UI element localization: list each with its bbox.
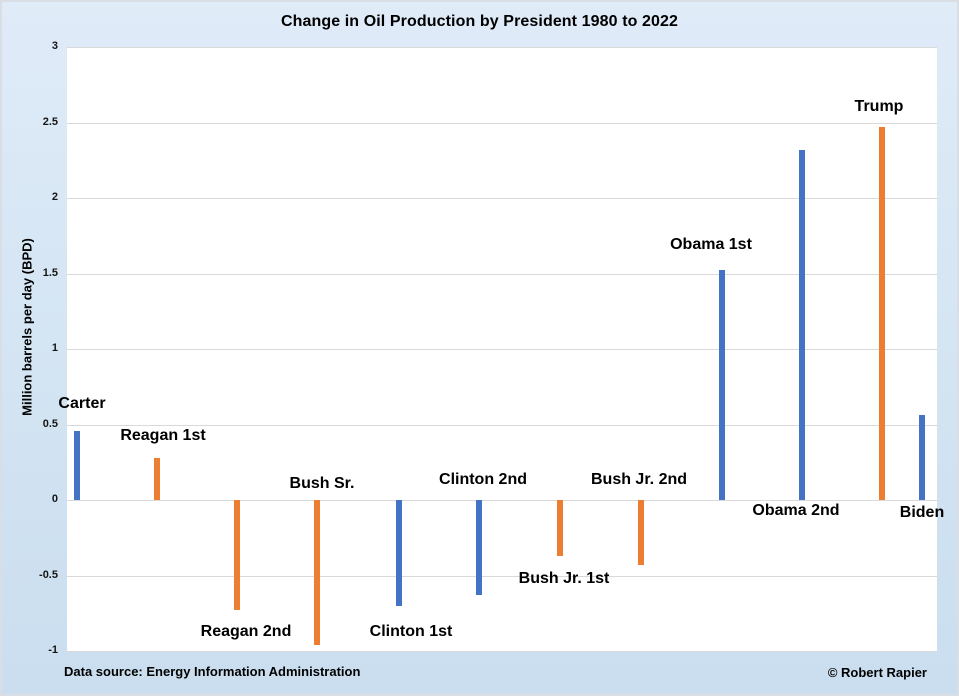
bar-clinton-1st xyxy=(395,500,402,606)
chart-title: Change in Oil Production by President 19… xyxy=(280,13,679,30)
y-tick-label: 1.5 xyxy=(42,266,58,279)
bar-label-clinton-2nd: Clinton 2nd xyxy=(439,471,527,488)
bar-label-bush-jr-1st: Bush Jr. 1st xyxy=(518,570,610,587)
y-tick-label: 2 xyxy=(51,191,58,203)
gridline xyxy=(67,122,937,124)
bar-label-obama-2nd: Obama 2nd xyxy=(752,502,840,519)
copyright-note: © Robert Rapier xyxy=(827,665,927,680)
data-source-note: Data source: Energy Information Administ… xyxy=(64,664,361,679)
y-tick-label: 0 xyxy=(51,493,58,505)
bar-obama-2nd xyxy=(798,149,805,500)
bar-biden xyxy=(919,415,925,500)
bar-label-reagan-1st: Reagan 1st xyxy=(120,427,206,444)
gridline xyxy=(67,500,937,501)
gridline xyxy=(67,424,937,426)
y-tick-label: -0.5 xyxy=(39,568,58,581)
bar-carter xyxy=(73,430,80,500)
y-tick-label: 3 xyxy=(51,40,58,52)
gridline xyxy=(67,575,937,577)
bar-label-trump: Trump xyxy=(854,98,904,115)
bar-reagan-2nd xyxy=(233,500,240,611)
bar-trump xyxy=(878,127,885,500)
bar-label-biden: Biden xyxy=(899,504,945,521)
y-tick-label: -1 xyxy=(48,644,58,656)
bar-reagan-1st xyxy=(153,457,160,500)
bar-bush-jr-2nd xyxy=(637,500,644,565)
bar-label-obama-1st: Obama 1st xyxy=(670,236,752,253)
bar-bush-sr xyxy=(313,500,320,645)
y-axis-title: Million barrels per day (BPD) xyxy=(19,238,35,416)
gridline xyxy=(67,198,937,199)
y-tick-label: 1 xyxy=(51,342,58,354)
plot-area xyxy=(67,47,937,652)
gridline xyxy=(67,651,937,652)
gridline xyxy=(67,349,937,350)
bar-clinton-2nd xyxy=(475,500,482,596)
bar-bush-jr-1st xyxy=(556,500,563,556)
bar-label-bush-jr-2nd: Bush Jr. 2nd xyxy=(590,471,688,488)
bar-label-carter: Carter xyxy=(58,395,106,412)
bar-label-clinton-1st: Clinton 1st xyxy=(369,623,453,640)
bar-label-bush-sr: Bush Sr. xyxy=(289,475,355,492)
bar-obama-1st xyxy=(718,270,725,500)
y-tick-label: 0.5 xyxy=(42,417,58,430)
y-tick-label: 2.5 xyxy=(42,115,58,128)
bar-label-reagan-2nd: Reagan 2nd xyxy=(200,623,292,640)
gridline xyxy=(67,47,937,48)
gridline xyxy=(67,273,937,275)
